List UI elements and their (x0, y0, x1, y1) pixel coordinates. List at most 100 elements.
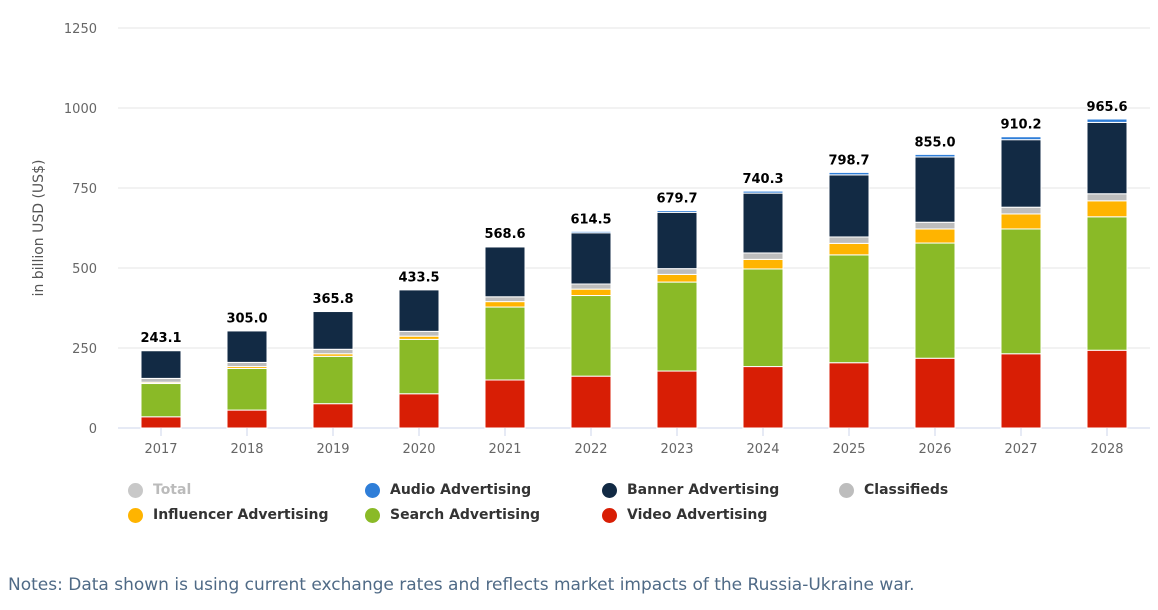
bar-segment-banner-advertising (570, 232, 612, 285)
bar-segment-audio-advertising (140, 349, 182, 352)
bar-segment-banner-advertising (312, 311, 354, 350)
y-tick-label: 0 (89, 422, 97, 437)
bar-segment-influencer-advertising (1086, 200, 1128, 218)
total-legend-icon (128, 482, 143, 498)
bar-segment-audio-advertising (398, 288, 440, 291)
x-tick-label: 2017 (144, 442, 177, 457)
bar-segment-video-advertising (742, 366, 784, 429)
total-data-label: 855.0 (914, 135, 955, 150)
total-data-label: 679.7 (656, 191, 697, 206)
bar-segment-video-advertising (398, 393, 440, 429)
x-tick-label: 2028 (1090, 442, 1123, 457)
y-tick-label: 750 (72, 182, 97, 197)
bar-segment-audio-advertising (828, 171, 870, 176)
y-axis-label: in billion USD (US$) (31, 160, 47, 297)
legend-item-total[interactable]: Total (128, 482, 191, 498)
bar-segment-banner-advertising (914, 156, 956, 223)
x-tick-label: 2019 (316, 442, 349, 457)
legend-item-banner-advertising[interactable]: Banner Advertising (602, 482, 779, 498)
bar-segment-classifieds (1000, 206, 1042, 215)
bar-segment-audio-advertising (570, 230, 612, 234)
bar-segment-banner-advertising (484, 246, 526, 298)
bar-segment-banner-advertising (742, 192, 784, 254)
bar-segment-classifieds (656, 268, 698, 275)
legend-label: Video Advertising (627, 507, 768, 523)
bar-segment-classifieds (398, 330, 440, 337)
search-advertising-legend-icon (365, 507, 380, 523)
total-data-label: 798.7 (828, 153, 869, 168)
bar-segment-search-advertising (656, 281, 698, 372)
legend-item-video-advertising[interactable]: Video Advertising (602, 507, 767, 523)
y-tick-label: 250 (72, 342, 97, 357)
bar-segment-search-advertising (226, 367, 268, 411)
bar-segment-influencer-advertising (656, 273, 698, 283)
legend-item-search-advertising[interactable]: Search Advertising (365, 507, 540, 523)
banner-advertising-legend-icon (602, 482, 617, 498)
legend: Total Audio Advertising Banner Advertisi… (128, 482, 1028, 532)
bar-segment-video-advertising (140, 416, 182, 429)
bar-segment-video-advertising (656, 370, 698, 429)
bar-segment-banner-advertising (226, 330, 268, 363)
total-data-label: 433.5 (398, 270, 439, 285)
x-tick-label: 2020 (402, 442, 435, 457)
legend-item-classifieds[interactable]: Classifieds (839, 482, 948, 498)
bar-segment-search-advertising (312, 355, 354, 405)
classifieds-legend-icon (839, 482, 854, 498)
bar-segment-search-advertising (828, 254, 870, 364)
bars (140, 118, 1128, 429)
bar-segment-audio-advertising (1086, 118, 1128, 123)
bar-segment-influencer-advertising (828, 242, 870, 256)
bar-segment-classifieds (140, 377, 182, 383)
bar-segment-banner-advertising (1000, 139, 1042, 208)
bar-segment-banner-advertising (398, 289, 440, 332)
bar-segment-influencer-advertising (914, 228, 956, 244)
bar-segment-video-advertising (484, 379, 526, 429)
bar-segment-audio-advertising (914, 153, 956, 158)
x-tick-label: 2026 (918, 442, 951, 457)
total-data-label: 568.6 (484, 227, 525, 242)
bar-segment-video-advertising (226, 409, 268, 429)
bar-segment-banner-advertising (1086, 121, 1128, 195)
bar-segment-banner-advertising (828, 174, 870, 238)
legend-label: Classifieds (864, 482, 949, 498)
total-data-label: 965.6 (1086, 100, 1127, 115)
bar-segment-search-advertising (484, 306, 526, 381)
bar-segment-classifieds (914, 221, 956, 230)
audio-advertising-legend-icon (365, 482, 380, 498)
bar-segment-search-advertising (398, 338, 440, 395)
bar-segment-audio-advertising (226, 329, 268, 332)
total-labels: 243.1 305.0 365.8 433.5 568.6 614.5 679.7 740.3… (140, 100, 1127, 346)
bar-segment-video-advertising (828, 362, 870, 429)
total-data-label: 305.0 (226, 311, 267, 326)
x-axis-ticks: 2017 2018 2019 2020 2021 2022 2023 2024 2025 2026… (144, 428, 1124, 457)
bar-segment-search-advertising (140, 383, 182, 418)
legend-label: Banner Advertising (627, 482, 780, 498)
bar-segment-influencer-advertising (742, 258, 784, 270)
bar-segment-banner-advertising (140, 350, 182, 379)
x-tick-label: 2023 (660, 442, 693, 457)
total-data-label: 365.8 (312, 292, 353, 307)
legend-item-influencer-advertising[interactable]: Influencer Advertising (128, 507, 329, 523)
x-tick-label: 2018 (230, 442, 263, 457)
bar-segment-influencer-advertising (1000, 213, 1042, 230)
bar-segment-classifieds (828, 236, 870, 244)
bar-segment-video-advertising (914, 357, 956, 429)
bar-segment-influencer-advertising (570, 288, 612, 297)
bar-segment-search-advertising (1086, 216, 1128, 351)
bar-segment-audio-advertising (742, 190, 784, 194)
total-data-label: 243.1 (140, 331, 181, 346)
bar-segment-audio-advertising (484, 245, 526, 248)
legend-item-audio-advertising[interactable]: Audio Advertising (365, 482, 531, 498)
gridlines (118, 27, 1150, 429)
y-tick-label: 1000 (64, 102, 97, 117)
legend-label: Influencer Advertising (153, 507, 329, 523)
bar-segment-video-advertising (1086, 349, 1128, 429)
total-data-label: 910.2 (1000, 118, 1041, 133)
influencer-advertising-legend-icon (128, 507, 143, 523)
bar-segment-video-advertising (570, 375, 612, 429)
video-advertising-legend-icon (602, 507, 617, 523)
x-tick-label: 2022 (574, 442, 607, 457)
bar-segment-classifieds (484, 296, 526, 303)
x-tick-label: 2027 (1004, 442, 1037, 457)
